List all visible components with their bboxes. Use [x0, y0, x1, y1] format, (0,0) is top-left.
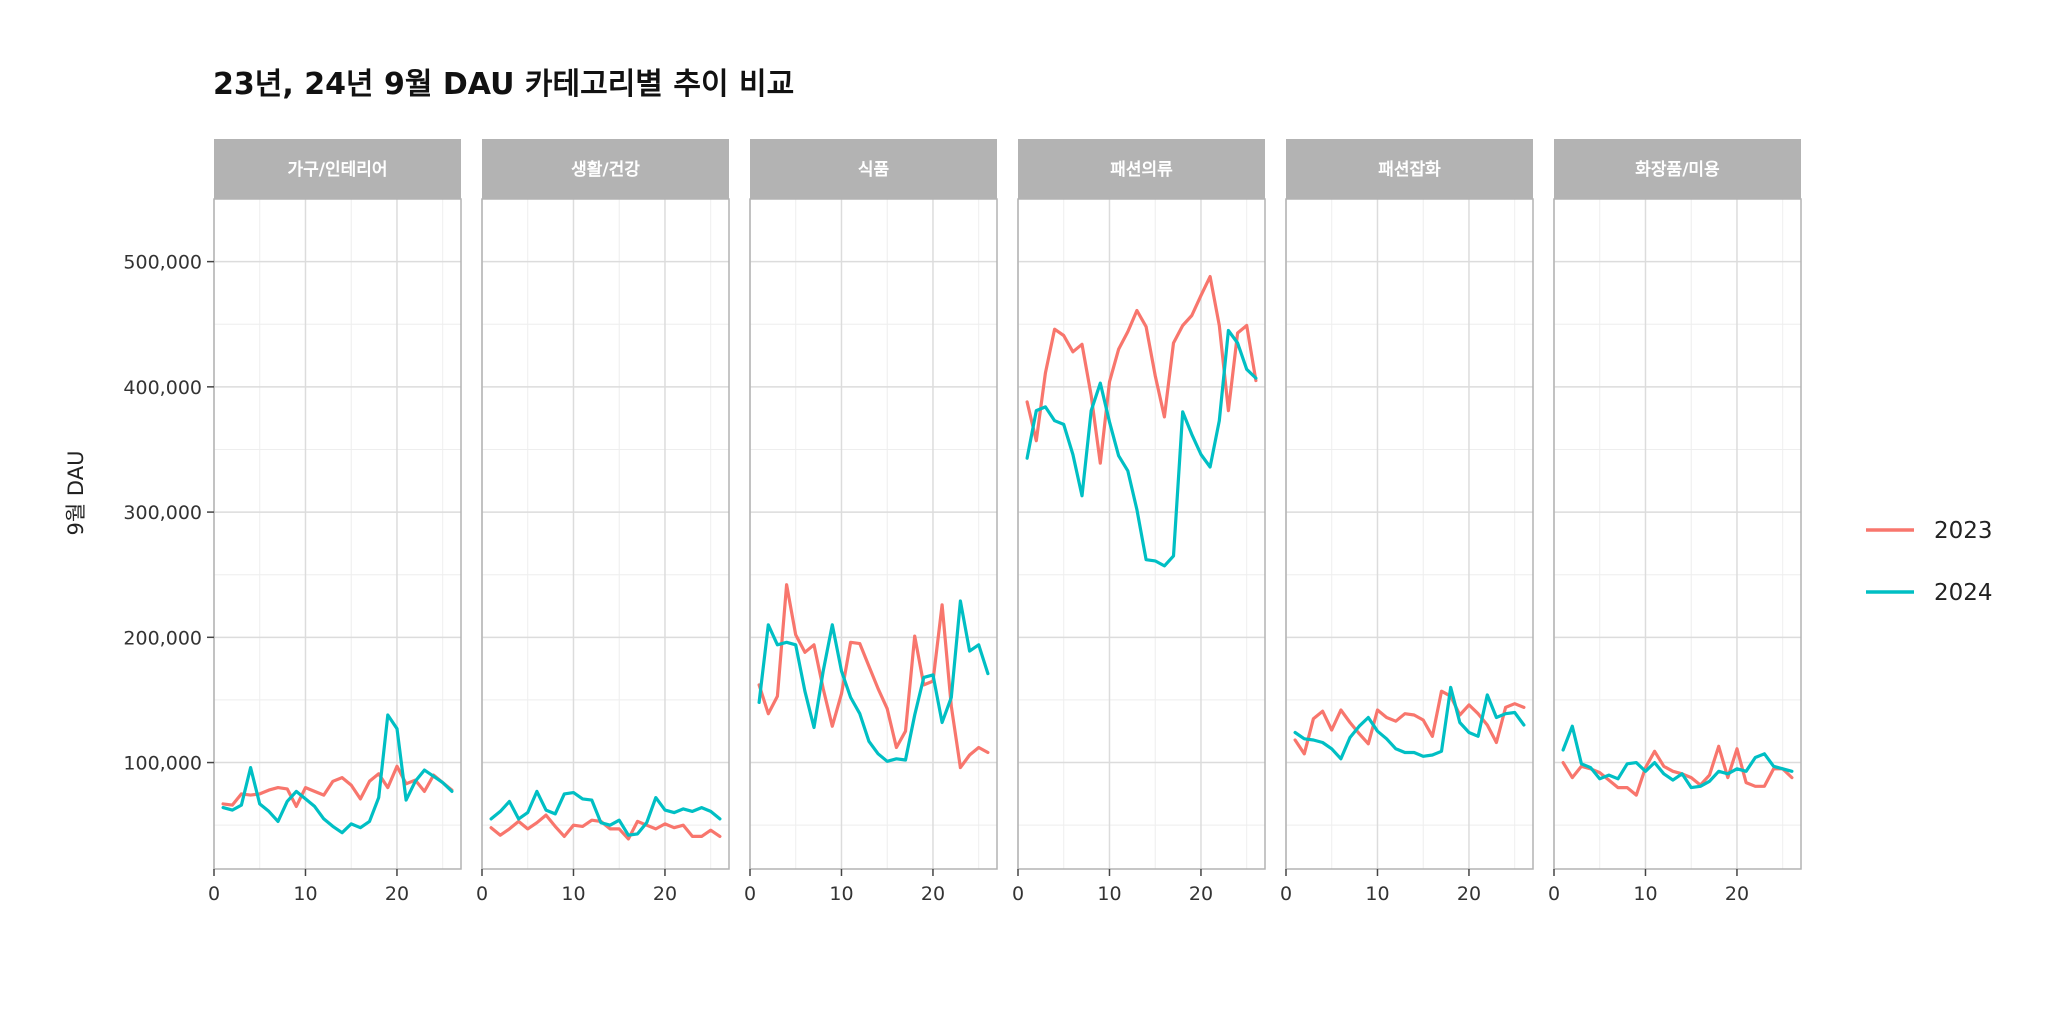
series-line-2023 — [1561, 744, 1794, 797]
panel-border — [1285, 198, 1534, 870]
x-tick-label: 10 — [1097, 883, 1121, 905]
y-tick-label: 300,000 — [123, 502, 202, 524]
series-line-2023 — [1025, 275, 1258, 465]
facet-strip-label: 가구/인테리어 — [287, 160, 387, 180]
x-tick-label: 0 — [744, 883, 756, 905]
series-line-2023 — [757, 583, 990, 770]
facet-panel: 패션잡화 0 10 20 — [1280, 139, 1534, 905]
x-tick-label: 20 — [1189, 883, 1213, 905]
facet-strip-label: 패션의류 — [1110, 160, 1173, 180]
series-line-2024 — [1025, 328, 1258, 568]
panel-border — [1553, 198, 1802, 870]
series-line-2024 — [1293, 685, 1526, 761]
facet-strip — [750, 139, 997, 199]
series-line-2023 — [1293, 689, 1526, 756]
facet-panel: 화장품/미용 0 10 20 — [1548, 139, 1802, 905]
x-tick-label: 10 — [561, 883, 585, 905]
facet-panel: 생활/건강 0 10 20 — [476, 139, 730, 905]
legend-label: 2023 — [1934, 518, 1993, 544]
panel-border — [213, 198, 462, 870]
panel-background — [750, 199, 997, 869]
y-tick-label: 200,000 — [123, 627, 202, 649]
x-tick-label: 0 — [476, 883, 488, 905]
x-tick-label: 20 — [921, 883, 945, 905]
series-line-2023 — [221, 764, 454, 809]
facet-panel: 가구/인테리어 0 10 20 100,000 200,000 300,000 400,000… — [123, 139, 462, 905]
y-axis-title: 9월 DAU — [64, 451, 88, 536]
facet-strip — [214, 139, 461, 199]
legend: 2023 2024 — [1866, 518, 1993, 606]
x-tick-label: 20 — [1457, 883, 1481, 905]
panel-background — [214, 199, 461, 869]
legend-item: 2023 — [1866, 518, 1993, 544]
x-tick-label: 20 — [653, 883, 677, 905]
x-tick-label: 0 — [1548, 883, 1560, 905]
x-tick-label: 0 — [1012, 883, 1024, 905]
panel-border — [481, 198, 730, 870]
facet-strip-label: 식품 — [858, 160, 890, 180]
legend-item: 2024 — [1866, 580, 1993, 606]
facet-strip — [482, 139, 729, 199]
x-tick-label: 20 — [385, 883, 409, 905]
x-tick-label: 10 — [829, 883, 853, 905]
panel-background — [482, 199, 729, 869]
facet-panel: 패션의류 0 10 20 — [1012, 139, 1266, 905]
panel-border — [1017, 198, 1266, 870]
x-tick-label: 10 — [1633, 883, 1657, 905]
facet-strip-label: 화장품/미용 — [1635, 160, 1720, 180]
series-line-2024 — [757, 599, 990, 763]
facet-panel: 식품 0 10 20 — [744, 139, 998, 905]
panel-background — [1286, 199, 1533, 869]
x-tick-label: 0 — [208, 883, 220, 905]
series-line-2024 — [221, 713, 454, 835]
y-tick-label: 400,000 — [123, 377, 202, 399]
y-tick-label: 500,000 — [123, 252, 202, 274]
facet-strip-label: 생활/건강 — [571, 159, 640, 180]
facet-strip — [1286, 139, 1533, 199]
panel-border — [749, 198, 998, 870]
series-line-2024 — [1561, 724, 1794, 790]
chart-title: 23년, 24년 9월 DAU 카테고리별 추이 비교 — [213, 67, 794, 102]
legend-label: 2024 — [1934, 580, 1993, 606]
facet-strip-label: 패션잡화 — [1378, 160, 1441, 180]
x-tick-label: 20 — [1725, 883, 1749, 905]
y-tick-label: 100,000 — [123, 753, 202, 775]
x-tick-label: 0 — [1280, 883, 1292, 905]
facet-strip — [1554, 139, 1801, 199]
facet-strip — [1018, 139, 1265, 199]
x-tick-label: 10 — [1365, 883, 1389, 905]
x-tick-label: 10 — [293, 883, 317, 905]
series-line-2024 — [489, 789, 722, 837]
facet-panels: 가구/인테리어 0 10 20 100,000 200,000 300,000 400,000… — [123, 139, 1802, 905]
